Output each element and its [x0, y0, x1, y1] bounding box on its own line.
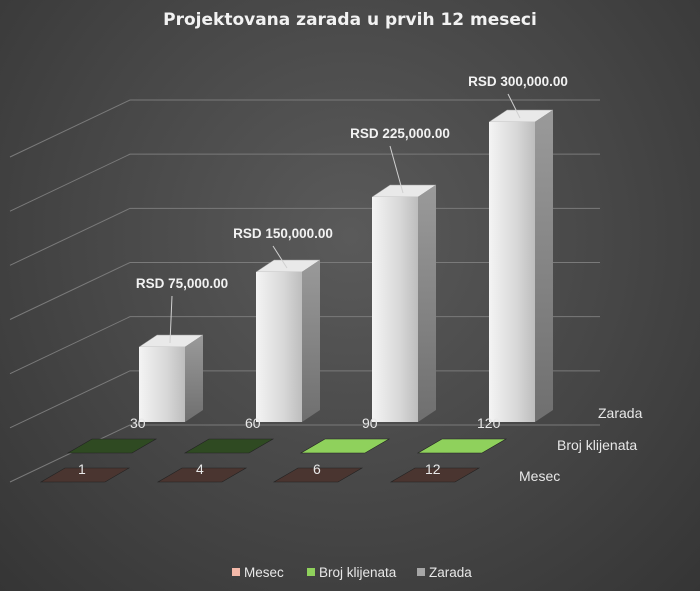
- chart-title: Projektovana zarada u prvih 12 meseci: [163, 10, 537, 30]
- floor-marker: [66, 438, 158, 454]
- zarada-bar: [139, 347, 185, 422]
- legend-label: Zarada: [429, 565, 472, 580]
- legend-swatch: [307, 568, 315, 576]
- gridline: [9, 424, 600, 483]
- bar-side: [418, 185, 436, 422]
- mesec-value-label: 12: [425, 461, 441, 477]
- legend-swatch: [232, 568, 240, 576]
- label-layer: 1 4 6 12 30 60 90 120 RSD 75,000.00 RSD 150,000.0…: [78, 74, 643, 484]
- floor-marker: [39, 467, 131, 483]
- gridline: [9, 153, 600, 212]
- legend: Mesec Broj klijenata Zarada: [232, 565, 472, 580]
- floor-marker: [183, 438, 275, 454]
- broj-value-label: 90: [362, 415, 378, 431]
- floor-layer: [39, 438, 508, 483]
- zarada-bar: [256, 272, 302, 422]
- grid-layer: [9, 99, 600, 483]
- broj-value-label: 60: [245, 415, 261, 431]
- leader-line: [507, 93, 521, 119]
- zarada-data-label: RSD 225,000.00: [350, 126, 450, 141]
- legend-label: Mesec: [244, 565, 284, 580]
- gridline: [9, 316, 600, 375]
- broj-value-label: 120: [477, 415, 501, 431]
- depth-axis-label: Zarada: [598, 405, 643, 421]
- floor-marker: [416, 438, 508, 454]
- zarada-data-label: RSD 150,000.00: [233, 226, 333, 241]
- bar-side: [302, 260, 320, 422]
- floor-marker: [272, 467, 364, 483]
- mesec-value-label: 6: [313, 461, 321, 477]
- broj-value-label: 30: [130, 415, 146, 431]
- depth-axis-label: Broj klijenata: [557, 437, 637, 453]
- floor-marker: [389, 467, 481, 483]
- gridline: [9, 99, 600, 158]
- leader-line: [272, 245, 288, 269]
- floor-marker: [156, 467, 248, 483]
- depth-axis-label: Mesec: [519, 468, 560, 484]
- gridline: [9, 370, 600, 429]
- bar-side: [185, 335, 203, 422]
- gridline: [9, 207, 600, 266]
- zarada-bar: [372, 197, 418, 422]
- legend-label: Broj klijenata: [319, 565, 397, 580]
- floor-marker: [299, 438, 391, 454]
- gridline: [9, 262, 600, 320]
- zarada-data-label: RSD 75,000.00: [136, 276, 228, 291]
- mesec-value-label: 4: [196, 461, 204, 477]
- bar-layer: [138, 109, 554, 422]
- mesec-value-label: 1: [78, 461, 86, 477]
- leader-line: [169, 295, 173, 344]
- zarada-bar: [489, 122, 535, 422]
- bar-side: [535, 110, 553, 422]
- zarada-data-label: RSD 300,000.00: [468, 74, 568, 89]
- legend-swatch: [417, 568, 425, 576]
- leader-line: [389, 145, 404, 194]
